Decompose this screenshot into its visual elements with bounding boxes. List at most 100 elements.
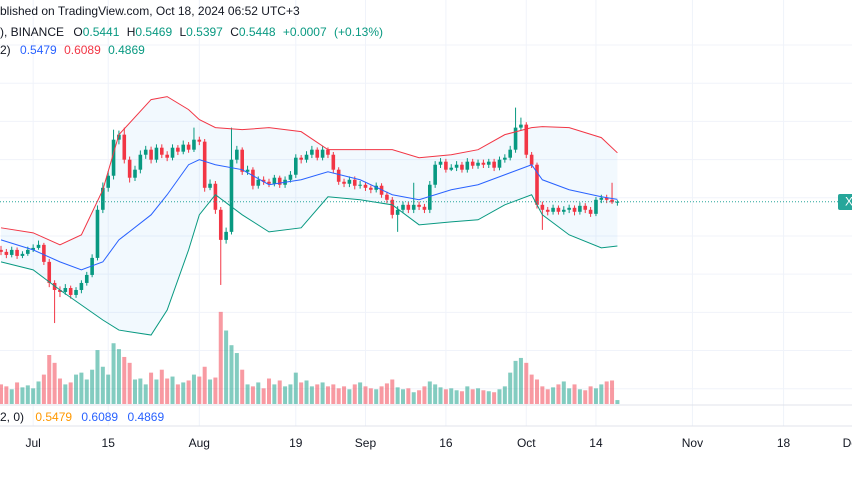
candle-body	[288, 174, 293, 180]
band-lower	[0, 194, 618, 336]
volume-bar	[599, 384, 604, 404]
x-tick-label: 15	[102, 436, 116, 450]
candle-body	[535, 164, 539, 205]
candle-body	[90, 257, 94, 275]
volume-bar	[63, 384, 68, 404]
candle-body	[208, 183, 212, 188]
candle-body	[68, 287, 73, 295]
candle-body	[385, 194, 389, 200]
candle-body	[20, 253, 25, 256]
candle-body	[58, 289, 62, 292]
volume-bar	[106, 374, 111, 404]
volume-bar	[561, 381, 566, 404]
ohlc-value: 0.5448	[239, 25, 276, 39]
candle-body	[497, 159, 502, 168]
volume-bar	[138, 378, 143, 404]
candle-body	[599, 197, 604, 200]
volume-bar	[518, 357, 523, 404]
volume-bar	[181, 382, 186, 404]
candle-body	[79, 282, 84, 290]
volume-bar	[299, 382, 304, 404]
candle-body	[331, 154, 336, 170]
candle-body	[63, 287, 68, 292]
symbol: ), BINANCE	[0, 25, 64, 39]
volume-bar	[492, 392, 497, 404]
volume-bar	[234, 353, 239, 404]
candle-body	[101, 187, 105, 210]
candle-body	[240, 149, 244, 172]
candle-body	[84, 274, 89, 283]
volume-bar	[406, 388, 411, 404]
candle-body	[604, 197, 609, 200]
volume-bar	[47, 355, 52, 404]
volume-bar	[513, 360, 518, 404]
candle-body	[229, 159, 234, 232]
volume-bar	[149, 372, 154, 404]
volume-bar	[465, 386, 470, 404]
candle-body	[4, 251, 9, 255]
volume-bar	[250, 386, 255, 404]
volume-bar	[556, 384, 561, 404]
candle-body	[224, 231, 228, 240]
volume-bar	[133, 379, 137, 404]
candle-body	[170, 147, 175, 158]
volume-bar	[352, 384, 357, 404]
volume-bar	[68, 382, 73, 404]
volume-bar	[433, 384, 438, 404]
candle-body	[529, 154, 534, 165]
volume-bar	[304, 380, 309, 404]
volume-bar	[384, 383, 389, 404]
candle-body	[181, 144, 186, 152]
volume-bar	[486, 391, 491, 404]
candle-body	[149, 149, 153, 160]
candle-body	[486, 161, 491, 165]
volume-bar	[395, 387, 400, 404]
volume-bar	[224, 330, 229, 404]
volume-bar	[449, 388, 454, 404]
symbol-badge-group: X	[838, 194, 852, 210]
pane2-line: 2, 0) 0.5479 0.6089 0.4869	[0, 410, 164, 424]
candle-body	[588, 209, 593, 214]
volume-bar	[277, 380, 282, 404]
volume-bar	[615, 400, 620, 404]
candle-body	[572, 207, 577, 212]
bb-label: 2)	[0, 43, 11, 57]
candle-body	[454, 164, 459, 168]
bb-middle: 0.5479	[20, 43, 57, 57]
candle-body	[428, 184, 432, 210]
volume-bar	[90, 369, 95, 404]
candle-body	[294, 157, 298, 175]
plot	[0, 96, 838, 404]
candle-body	[352, 179, 357, 186]
candle-body	[481, 162, 486, 165]
volume-bar	[127, 362, 132, 404]
volume-bar	[36, 381, 41, 404]
x-tick-label: Dec	[843, 436, 852, 450]
x-tick-label: 16	[439, 436, 453, 450]
candle-body	[26, 249, 30, 254]
candle-body	[610, 199, 614, 203]
volume-bar	[315, 384, 320, 404]
change-pct: (+0.13%)	[334, 25, 383, 39]
ohlc-value: 0.5469	[135, 25, 172, 39]
volume-bar	[0, 384, 3, 404]
volume-bar	[390, 379, 395, 404]
candle-body	[433, 164, 437, 185]
candle-body	[127, 159, 132, 178]
pane2-upper: 0.6089	[81, 410, 118, 424]
candle-body	[256, 179, 261, 186]
candle-body	[390, 199, 395, 215]
volume-bar	[459, 391, 464, 404]
volume-bar	[154, 379, 159, 404]
volume-bar	[41, 374, 46, 404]
volume-bar	[524, 362, 529, 404]
volume-bar	[497, 389, 502, 404]
symbol-badge-text: X	[845, 195, 852, 209]
bb-lower: 0.4869	[108, 43, 145, 57]
candle-body	[347, 179, 352, 184]
candle-body	[267, 181, 271, 184]
candle-body	[411, 204, 416, 210]
volume-bar	[551, 387, 556, 404]
candle-body	[444, 161, 448, 170]
volume-bar	[202, 366, 207, 404]
